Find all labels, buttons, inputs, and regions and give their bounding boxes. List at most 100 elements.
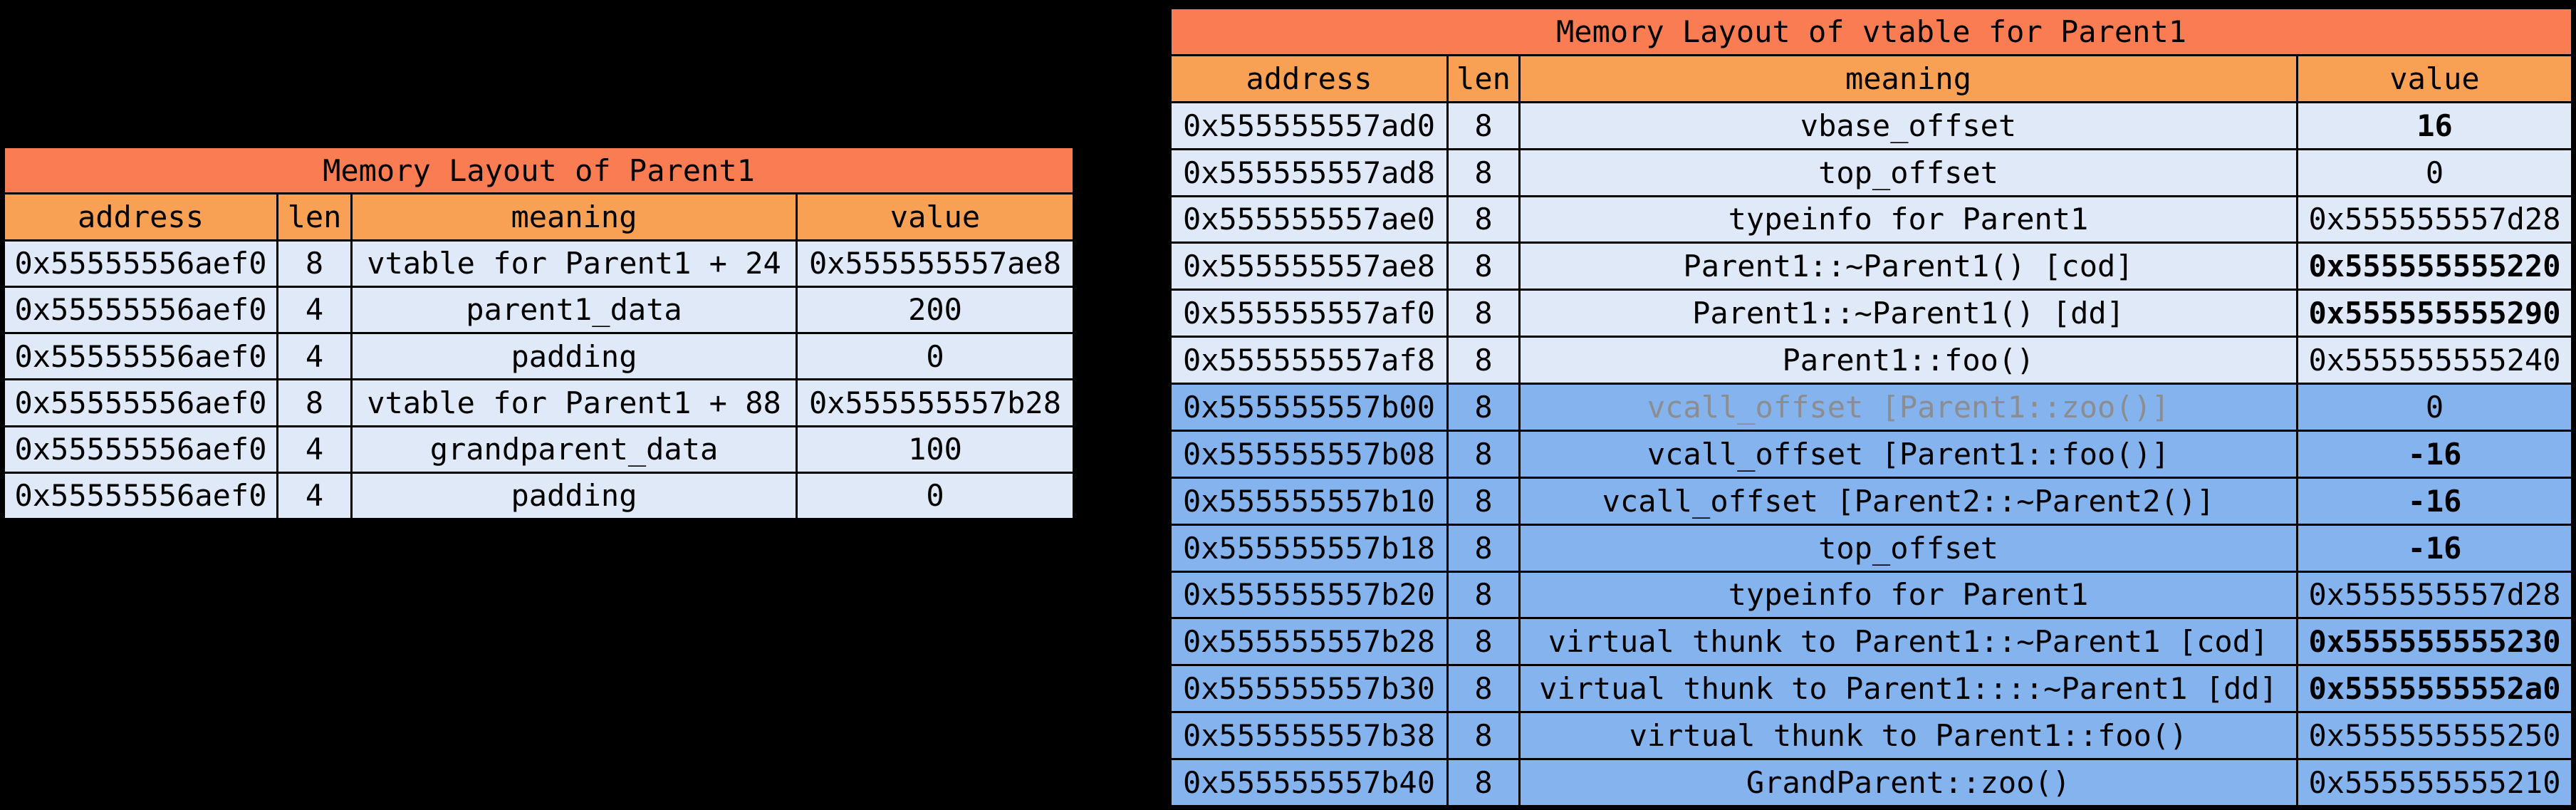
cell-address: 0x555555557b28	[1169, 617, 1449, 667]
cell-meaning: Parent1::~Parent1() [dd]	[1518, 289, 2298, 338]
parent1-memory-table: Memory Layout of Parent1 address len meani…	[3, 145, 1075, 521]
cell-address: 0x555555557b08	[1169, 429, 1449, 479]
cell-address: 0x55555556aef0	[3, 285, 278, 335]
cell-value: 0	[2295, 147, 2574, 197]
cell-value: 0x555555555250	[2295, 711, 2574, 760]
column-header-len: len	[276, 192, 353, 242]
table-row: 0x555555557ad8 8 top_offset 0	[1169, 147, 2574, 197]
cell-len: 8	[1446, 147, 1521, 197]
column-header-address: address	[1169, 53, 1449, 103]
cell-meaning: vcall_offset [Parent2::~Parent2()]	[1518, 476, 2298, 526]
cell-value: -16	[2295, 476, 2574, 526]
cell-address: 0x55555556aef0	[3, 471, 278, 521]
cell-len: 4	[276, 471, 353, 521]
cell-len: 8	[1446, 758, 1521, 807]
column-header-meaning: meaning	[350, 192, 798, 242]
table-row: 0x55555556aef0 8 vtable for Parent1 + 24 0x…	[3, 239, 1075, 288]
cell-len: 8	[276, 239, 353, 288]
table-row: 0x555555557b20 8 typeinfo for Parent1 0x555…	[1169, 570, 2574, 620]
cell-meaning: virtual thunk to Parent1::::~Parent1 [dd…	[1518, 664, 2298, 714]
cell-value: 0	[796, 471, 1075, 521]
cell-len: 8	[1446, 289, 1521, 338]
table-row: 0x555555557ae0 8 typeinfo for Parent1 0x555…	[1169, 194, 2574, 244]
table-row: 0x55555556aef0 4 padding 0	[3, 331, 1075, 381]
table-row: 0x555555557af8 8 Parent1::foo() 0x555555555…	[1169, 336, 2574, 385]
column-header-address: address	[3, 192, 278, 242]
table-row: 0x555555557b00 8 vcall_offset [Parent1::zo…	[1169, 383, 2574, 432]
table-row: 0x555555557b18 8 top_offset -16	[1169, 523, 2574, 573]
cell-value: 0x555555555230	[2295, 617, 2574, 667]
cell-len: 8	[1446, 476, 1521, 526]
cell-address: 0x55555556aef0	[3, 331, 278, 381]
cell-value: 0x555555555220	[2295, 242, 2574, 291]
cell-meaning: top_offset	[1518, 523, 2298, 573]
vtable-memory-table: Memory Layout of vtable for Parent1 addr…	[1169, 7, 2574, 807]
cell-len: 8	[1446, 242, 1521, 291]
cell-meaning: parent1_data	[350, 285, 798, 335]
table-row: 0x55555556aef0 4 grandparent_data 100	[3, 425, 1075, 474]
cell-meaning: vtable for Parent1 + 88	[350, 378, 798, 427]
cell-value: 0x555555557d28	[2295, 570, 2574, 620]
table-body: 0x55555556aef0 8 vtable for Parent1 + 24 0x…	[3, 239, 1075, 521]
cell-address: 0x555555557b18	[1169, 523, 1449, 573]
table-row: 0x555555557b08 8 vcall_offset [Parent1::fo…	[1169, 429, 2574, 479]
cell-len: 8	[1446, 664, 1521, 714]
cell-value: 200	[796, 285, 1075, 335]
cell-meaning: vbase_offset	[1518, 100, 2298, 150]
table-row: 0x55555556aef0 4 parent1_data 200	[3, 285, 1075, 335]
cell-value: 0x555555557b28	[796, 378, 1075, 427]
cell-meaning: typeinfo for Parent1	[1518, 194, 2298, 244]
cell-value: 0x555555555290	[2295, 289, 2574, 338]
cell-address: 0x555555557b38	[1169, 711, 1449, 760]
cell-meaning: top_offset	[1518, 147, 2298, 197]
cell-meaning: GrandParent::zoo()	[1518, 758, 2298, 807]
column-header-meaning: meaning	[1518, 53, 2298, 103]
table-row: 0x55555556aef0 4 padding 0	[3, 471, 1075, 521]
cell-len: 8	[1446, 570, 1521, 620]
cell-meaning: vtable for Parent1 + 24	[350, 239, 798, 288]
cell-address: 0x555555557b10	[1169, 476, 1449, 526]
cell-len: 8	[1446, 100, 1521, 150]
cell-value: 0	[796, 331, 1075, 381]
cell-value: -16	[2295, 523, 2574, 573]
cell-len: 8	[1446, 194, 1521, 244]
cell-meaning: Parent1::foo()	[1518, 336, 2298, 385]
cell-value: -16	[2295, 429, 2574, 479]
cell-len: 4	[276, 425, 353, 474]
cell-len: 8	[1446, 617, 1521, 667]
cell-address: 0x555555557b40	[1169, 758, 1449, 807]
column-header-row: address len meaning value	[1169, 53, 2574, 103]
cell-address: 0x55555556aef0	[3, 425, 278, 474]
cell-address: 0x555555557af8	[1169, 336, 1449, 385]
cell-address: 0x55555556aef0	[3, 239, 278, 288]
cell-meaning: vcall_offset [Parent1::foo()]	[1518, 429, 2298, 479]
cell-value: 0x555555555240	[2295, 336, 2574, 385]
cell-address: 0x555555557ae8	[1169, 242, 1449, 291]
column-header-value: value	[796, 192, 1075, 242]
cell-len: 8	[1446, 711, 1521, 760]
cell-meaning: virtual thunk to Parent1::foo()	[1518, 711, 2298, 760]
cell-value: 100	[796, 425, 1075, 474]
cell-meaning: padding	[350, 331, 798, 381]
cell-address: 0x555555557b30	[1169, 664, 1449, 714]
cell-len: 8	[276, 378, 353, 427]
cell-value: 0x555555555210	[2295, 758, 2574, 807]
cell-address: 0x555555557ad8	[1169, 147, 1449, 197]
table-row: 0x555555557af0 8 Parent1::~Parent1() [dd] 0…	[1169, 289, 2574, 338]
cell-len: 4	[276, 285, 353, 335]
table-title-row: Memory Layout of vtable for Parent1	[1169, 7, 2574, 56]
cell-address: 0x555555557b20	[1169, 570, 1449, 620]
table-title: Memory Layout of vtable for Parent1	[1169, 7, 2574, 56]
cell-address: 0x555555557af0	[1169, 289, 1449, 338]
cell-address: 0x555555557ae0	[1169, 194, 1449, 244]
cell-len: 8	[1446, 336, 1521, 385]
table-row: 0x555555557b28 8 virtual thunk to Parent1:…	[1169, 617, 2574, 667]
cell-len: 8	[1446, 383, 1521, 432]
column-header-len: len	[1446, 53, 1521, 103]
cell-address: 0x55555556aef0	[3, 378, 278, 427]
cell-address: 0x555555557b00	[1169, 383, 1449, 432]
cell-meaning: grandparent_data	[350, 425, 798, 474]
cell-value: 0x555555557d28	[2295, 194, 2574, 244]
cell-meaning: padding	[350, 471, 798, 521]
